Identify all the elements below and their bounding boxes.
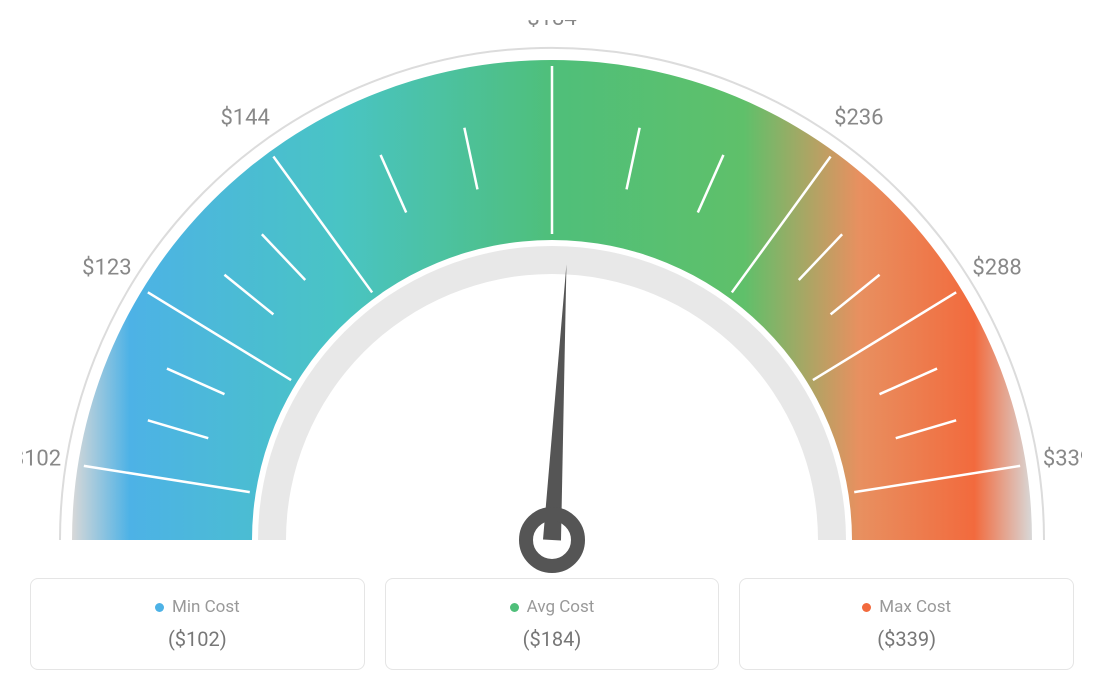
legend-max-label: Max Cost <box>760 597 1053 617</box>
dot-icon <box>155 603 164 612</box>
gauge-tick-label: $144 <box>220 106 269 131</box>
legend-min-text: Min Cost <box>172 597 240 617</box>
legend-min: Min Cost ($102) <box>30 578 365 670</box>
legend-min-label: Min Cost <box>51 597 344 617</box>
gauge-tick-label: $288 <box>972 255 1021 280</box>
legend-min-value: ($102) <box>51 627 344 651</box>
gauge-needle <box>543 264 566 540</box>
legend-row: Min Cost ($102) Avg Cost ($184) Max Cost… <box>30 578 1074 670</box>
dot-icon <box>510 603 519 612</box>
dot-icon <box>862 603 871 612</box>
gauge-tick-label: $123 <box>82 255 131 280</box>
gauge-tick-label: $236 <box>834 106 883 131</box>
legend-avg-text: Avg Cost <box>527 597 595 617</box>
gauge-tick-label: $102 <box>22 446 61 471</box>
legend-max-text: Max Cost <box>879 597 951 617</box>
legend-max: Max Cost ($339) <box>739 578 1074 670</box>
legend-max-value: ($339) <box>760 627 1053 651</box>
gauge-tick-label: $184 <box>527 20 576 31</box>
legend-avg-label: Avg Cost <box>406 597 699 617</box>
gauge-tick-label: $339 <box>1043 446 1082 471</box>
gauge-svg: $102 $123 $144 $184 $236 $288 $339 <box>22 20 1082 580</box>
gauge-chart: $102 $123 $144 $184 $236 $288 $339 <box>22 20 1082 580</box>
legend-avg-value: ($184) <box>406 627 699 651</box>
legend-avg: Avg Cost ($184) <box>385 578 720 670</box>
